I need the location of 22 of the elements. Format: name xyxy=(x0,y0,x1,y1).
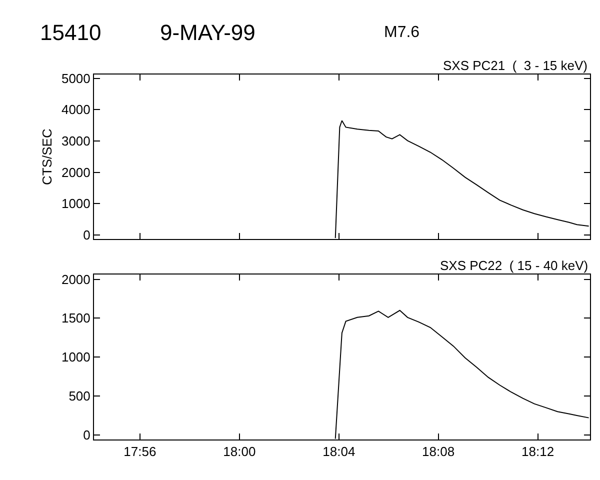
x-tick-label: 18:00 xyxy=(223,444,256,460)
y-axis-title: CTS/SEC xyxy=(39,128,54,185)
y-tick-label: 3000 xyxy=(61,134,90,149)
y-tick-label: 2000 xyxy=(61,272,90,287)
chart-title: SXS PC21 ( 3 - 15 keV) xyxy=(443,58,588,73)
y-tick-label: 2000 xyxy=(61,164,90,180)
x-tick-label: 17:56 xyxy=(124,444,156,460)
y-tick-label: 0 xyxy=(83,227,90,242)
text: M7.6 xyxy=(384,24,420,41)
y-tick-label: 5000 xyxy=(61,70,90,86)
y-tick-label: 1000 xyxy=(61,350,90,365)
x-tick-label: 18:04 xyxy=(322,444,356,460)
y-tick-label: 4000 xyxy=(61,102,90,118)
y-tick-label: 1500 xyxy=(61,310,90,326)
text: 15410 xyxy=(40,20,102,45)
x-tick-label: 18:08 xyxy=(422,444,455,460)
y-tick-label: 0 xyxy=(83,427,90,442)
y-tick-label: 500 xyxy=(68,388,90,404)
y-tick-label: 1000 xyxy=(61,196,90,212)
x-tick-label: 18:12 xyxy=(522,444,554,460)
text: 9-MAY-99 xyxy=(160,20,256,45)
chart-title: SXS PC22 ( 15 - 40 keV) xyxy=(440,258,588,273)
